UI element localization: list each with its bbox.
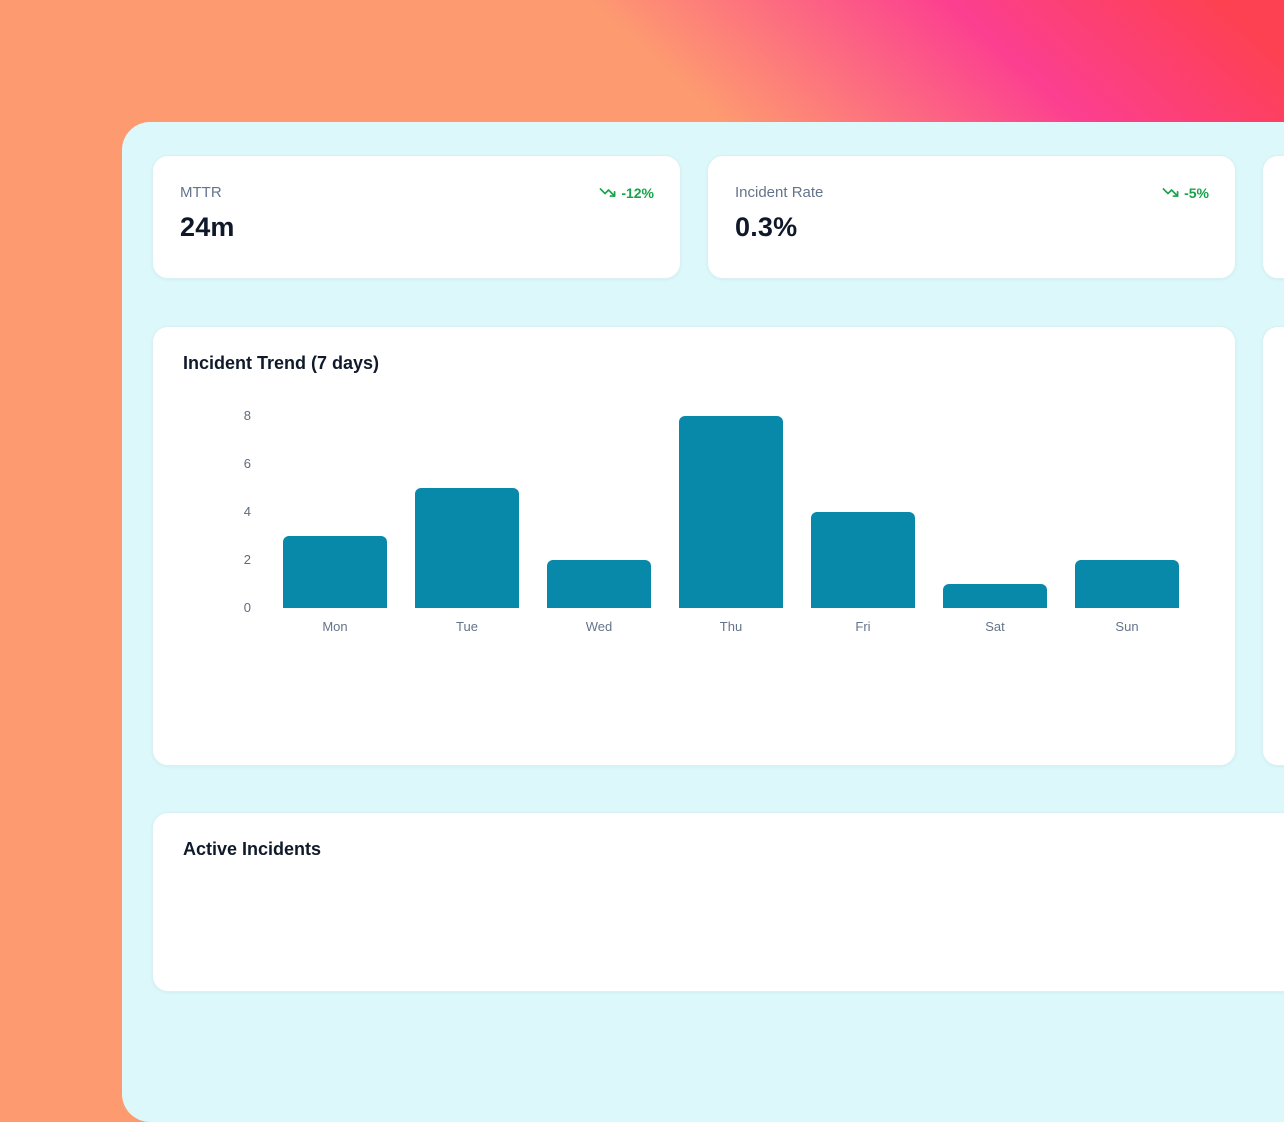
chart-title: Incident Trend (7 days) [183,353,380,373]
bar-sat[interactable] [943,584,1047,608]
x-axis-label: Thu [719,619,743,634]
bar-slot [269,416,401,608]
y-axis-tick-label: 2 [243,552,251,567]
active-incidents-title: Active Incidents [183,839,322,859]
bar-slot [665,416,797,608]
x-axis-label: Sun [1115,619,1139,634]
dashboard-panel: MTTR -12% 24m Incident Rate [122,122,1284,1122]
metric-trend-value: -12% [621,184,654,201]
bar-tue[interactable] [415,488,519,608]
metric-card-header: Incident Rate -5% [735,184,1209,201]
trending-down-icon [1162,184,1179,201]
bar-slot [1061,416,1193,608]
charts-row: Incident Trend (7 days) 0 2 4 6 8 Mon Tue Wed T… [152,326,1284,766]
x-axis-label: Mon [322,619,348,634]
side-card-partial [1262,326,1284,766]
metric-card-partial [1262,155,1284,279]
active-incidents-card: Active Incidents [152,812,1284,992]
metric-value: 0.3% [735,212,798,242]
bar-slot [797,416,929,608]
bar-thu[interactable] [679,416,783,608]
bar-slot [401,416,533,608]
metric-trend: -12% [599,184,654,201]
bar-fri[interactable] [811,512,915,608]
metric-card-mttr: MTTR -12% 24m [152,155,681,279]
metric-label: MTTR [180,184,222,201]
y-axis-tick-label: 4 [243,504,251,519]
x-axis-label: Fri [855,619,871,634]
metric-label: Incident Rate [735,184,824,201]
trending-down-icon [599,184,616,201]
bar-chart: 0 2 4 6 8 [244,408,1193,615]
bar-chart-x-axis: Mon Tue Wed Thu Fri Sat Sun [269,619,1193,634]
y-axis-tick-label: 8 [243,408,251,423]
bar-chart-bars [269,416,1193,608]
bar-slot [533,416,665,608]
x-axis-label: Tue [456,619,478,634]
y-axis-tick-label: 6 [243,456,251,471]
bar-mon[interactable] [283,536,387,608]
x-axis-label: Sat [985,619,1005,634]
x-axis-label: Wed [585,619,613,634]
bar-slot [929,416,1061,608]
metric-value: 24m [180,212,235,242]
metric-trend-value: -5% [1184,184,1209,201]
metric-card-header: MTTR -12% [180,184,654,201]
bar-wed[interactable] [547,560,651,608]
metrics-row: MTTR -12% 24m Incident Rate [152,155,1284,279]
bar-sun[interactable] [1075,560,1179,608]
metric-trend: -5% [1162,184,1209,201]
y-axis-tick-label: 0 [243,600,251,615]
metric-card-incident-rate: Incident Rate -5% 0.3% [707,155,1236,279]
incident-trend-card: Incident Trend (7 days) 0 2 4 6 8 Mon Tue Wed T… [152,326,1236,766]
